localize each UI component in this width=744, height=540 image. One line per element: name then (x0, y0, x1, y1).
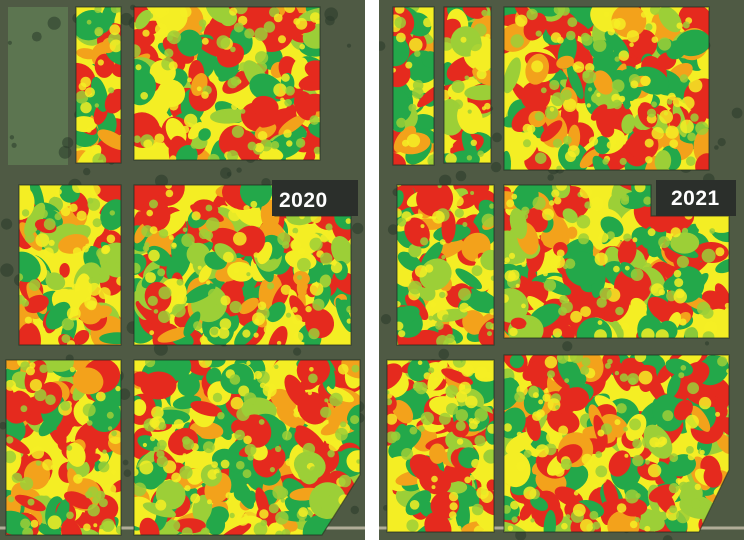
year-label-background (656, 180, 736, 216)
field-map-2020 (0, 0, 365, 540)
field-map-2021 (379, 0, 744, 540)
yield-map-2020: 2020 (0, 0, 365, 540)
field-zone (76, 7, 121, 163)
year-label-2021: 2021 (671, 187, 720, 210)
field-zone (504, 7, 709, 170)
pasture-field (8, 7, 68, 165)
year-label-2020: 2020 (279, 189, 328, 212)
field-zone (393, 7, 434, 165)
yield-map-2021: 2021 (379, 0, 744, 540)
year-label-background (272, 180, 358, 216)
field-zone (444, 7, 491, 163)
field-zone (134, 7, 320, 160)
field-zone (504, 355, 729, 532)
field-zone (387, 360, 494, 532)
field-zone (6, 360, 121, 535)
field-zone (134, 360, 360, 535)
field-zone (397, 185, 494, 345)
field-zone (19, 185, 121, 345)
